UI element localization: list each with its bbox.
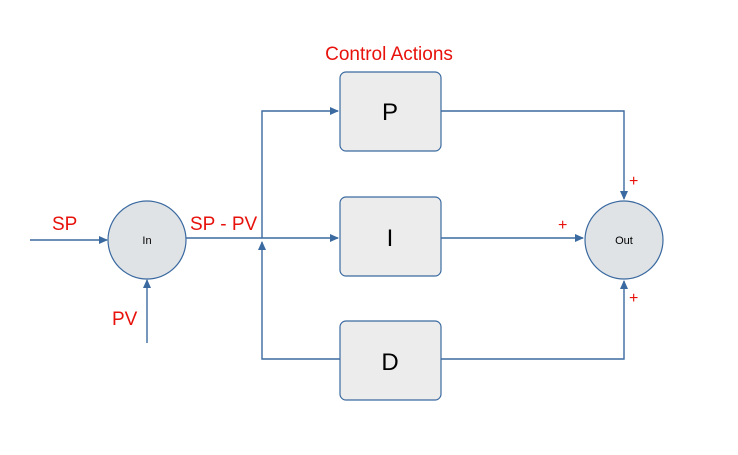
diagram-title: Control Actions	[325, 44, 453, 65]
error-label: SP - PV	[190, 214, 258, 235]
branch-to-p-arrow	[261, 107, 339, 238]
in-summing-node	[107, 200, 187, 280]
out-node-label: Out	[615, 235, 633, 247]
i-block-label: I	[387, 225, 394, 252]
plus-sign-bottom: +	[629, 290, 638, 307]
d-to-out-arrow	[441, 280, 628, 360]
p-block-label: P	[382, 99, 398, 126]
i-block	[339, 196, 442, 277]
sp-label: SP	[52, 214, 77, 235]
plus-sign-middle: +	[558, 217, 567, 234]
in-node-label: In	[142, 235, 151, 247]
d-block-label: D	[381, 349, 398, 376]
d-block	[339, 320, 442, 401]
out-summing-node	[584, 200, 664, 280]
pv-label: PV	[112, 309, 138, 330]
branch-from-d-arrow	[258, 241, 340, 360]
p-to-out-arrow	[441, 110, 628, 200]
plus-sign-top: +	[629, 173, 638, 190]
